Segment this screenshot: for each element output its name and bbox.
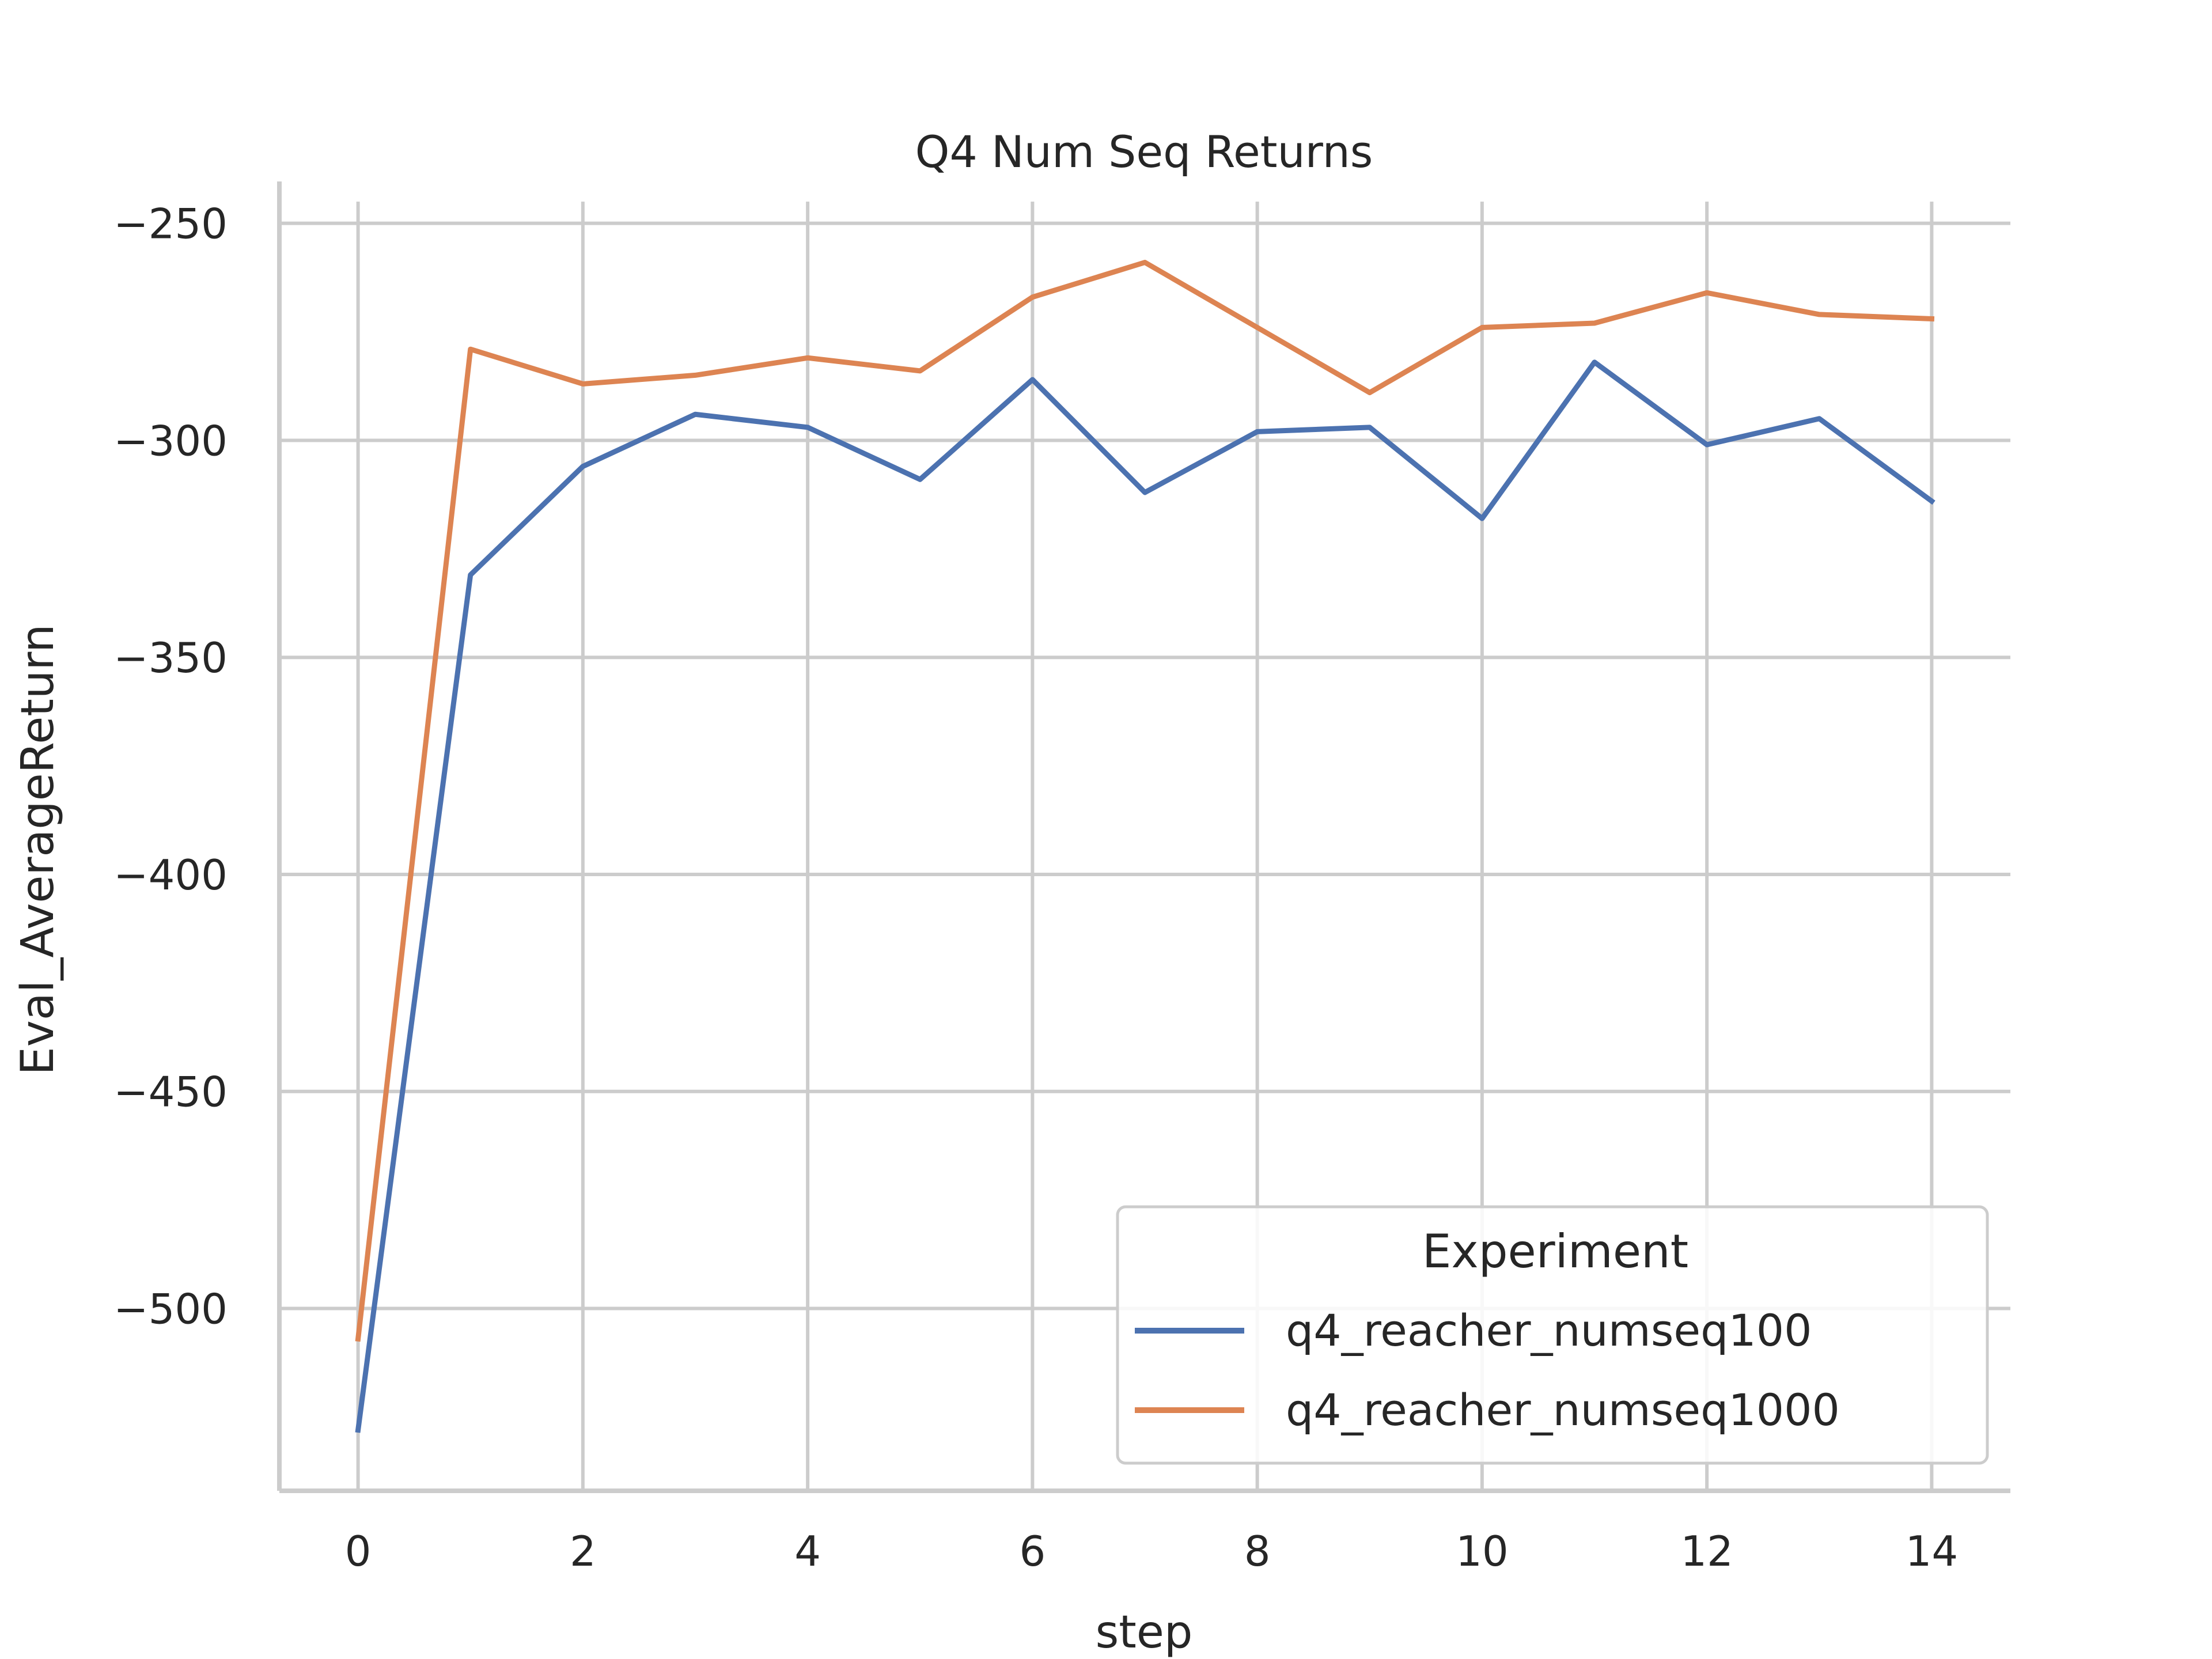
y-tick-label: −450 bbox=[113, 1068, 228, 1116]
x-tick-label: 14 bbox=[1906, 1527, 1959, 1575]
x-tick-label: 4 bbox=[794, 1527, 821, 1575]
tick-labels: 0 2 4 6 8 10 12 14 −250 −300 −350 −400 −450 −500 bbox=[113, 200, 1958, 1575]
legend-entry-label: q4_reacher_numseq100 bbox=[1286, 1305, 1812, 1356]
x-tick-label: 6 bbox=[1019, 1527, 1046, 1575]
series-line-q4_reacher_numseq1000 bbox=[355, 259, 1935, 1342]
x-tick-label: 2 bbox=[570, 1527, 596, 1575]
x-tick-label: 8 bbox=[1244, 1527, 1271, 1575]
chart-title: Q4 Num Seq Returns bbox=[915, 126, 1373, 177]
legend: Experiment q4_reacher_numseq100 q4_reache… bbox=[1116, 1205, 1989, 1465]
legend-entry-label: q4_reacher_numseq1000 bbox=[1286, 1384, 1840, 1435]
y-tick-label: −500 bbox=[113, 1285, 228, 1334]
axes-spines bbox=[277, 181, 2010, 1493]
y-tick-label: −250 bbox=[113, 200, 228, 248]
y-axis-label: Eval_AverageReturn bbox=[12, 624, 64, 1075]
x-tick-label: 12 bbox=[1680, 1527, 1733, 1575]
legend-box bbox=[1116, 1205, 1989, 1465]
x-tick-label: 0 bbox=[345, 1527, 372, 1575]
y-tick-label: −350 bbox=[113, 634, 228, 682]
y-tick-label: −400 bbox=[113, 851, 228, 899]
legend-title: Experiment bbox=[1422, 1225, 1688, 1278]
x-axis-label: step bbox=[1096, 1607, 1193, 1658]
series-lines bbox=[355, 259, 1936, 1433]
x-tick-label: 10 bbox=[1456, 1527, 1509, 1575]
y-tick-label: −300 bbox=[113, 416, 228, 465]
series-line-q4_reacher_numseq100 bbox=[355, 359, 1936, 1433]
